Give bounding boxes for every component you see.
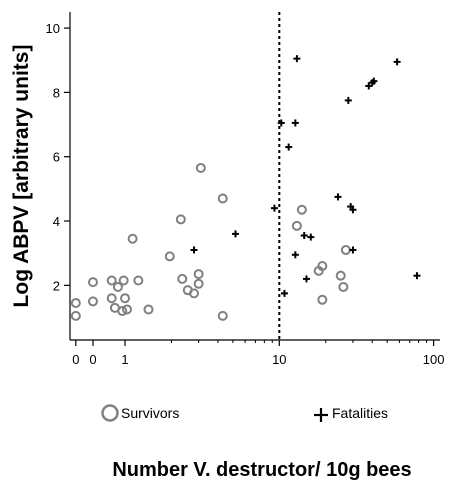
legend-survivors-label: Survivors [121, 405, 179, 421]
survivor-point [335, 270, 346, 281]
y-tick-label: 8 [53, 85, 60, 100]
survivor-point [296, 204, 307, 215]
y-axis-ticks: 2 4 6 8 10 [46, 21, 70, 293]
y-tick-label: 4 [53, 214, 60, 229]
survivor-point [121, 304, 132, 315]
fatality-point [393, 58, 401, 66]
fatality-point [293, 55, 301, 63]
survivor-point [117, 306, 128, 317]
survivor-point [120, 293, 131, 304]
fatality-point [302, 275, 310, 283]
y-tick-label: 10 [46, 21, 60, 36]
fatality-point [334, 193, 342, 201]
fatality-point [300, 231, 308, 239]
y-tick-label: 2 [53, 278, 60, 293]
fatality-point [277, 119, 285, 127]
legend-survivors-marker [101, 404, 119, 422]
survivor-point [127, 233, 138, 244]
survivor-point [193, 269, 204, 280]
survivor-point [291, 220, 302, 231]
fatality-point [285, 143, 293, 151]
fatality-point [291, 119, 299, 127]
data-points [70, 55, 421, 321]
x-zero-label: 0 [89, 352, 96, 367]
fatality-point [231, 230, 239, 238]
survivor-point [177, 273, 188, 284]
x-tick-label: 1 [121, 352, 128, 367]
fatality-point [280, 289, 288, 297]
fatality-point [291, 251, 299, 259]
fatality-point [413, 272, 421, 280]
x-tick-label: 100 [423, 352, 445, 367]
survivor-point [317, 261, 328, 272]
survivor-point [175, 214, 186, 225]
fatality-point [344, 96, 352, 104]
survivor-point [217, 193, 228, 204]
survivor-point [193, 278, 204, 289]
legend-fatalities-label: Fatalities [332, 405, 388, 421]
x-axis-label: Number V. destructor/ 10g bees [112, 459, 411, 481]
y-axis-label: Log ABPV [arbitrary units] [10, 45, 33, 308]
survivor-point [70, 310, 81, 321]
survivor-point [118, 275, 129, 286]
x-zero-label: 0 [72, 352, 79, 367]
survivor-point [189, 288, 200, 299]
legend: Survivors Fatalities [101, 404, 388, 422]
plot-area: 2 4 6 8 10 1 10 100 0 0 [46, 12, 444, 367]
survivor-point [338, 281, 349, 292]
survivor-point [164, 251, 175, 262]
survivor-point [217, 310, 228, 321]
x-tick-label: 10 [272, 352, 286, 367]
legend-item-fatalities: Fatalities [314, 405, 388, 422]
survivor-point [70, 298, 81, 309]
survivor-point [87, 296, 98, 307]
fatality-point [349, 246, 357, 254]
fatality-point [190, 246, 198, 254]
legend-fatalities-marker [314, 408, 328, 422]
survivor-point [317, 294, 328, 305]
survivor-point [106, 275, 117, 286]
fatality-point [270, 204, 278, 212]
survivor-point [112, 281, 123, 292]
fatality-point [370, 77, 378, 85]
survivor-point [195, 162, 206, 173]
legend-item-survivors: Survivors [101, 404, 179, 422]
survivor-point [87, 277, 98, 288]
survivor-point [143, 304, 154, 315]
x-axis-ticks: 1 10 100 0 0 [72, 340, 444, 367]
survivor-point [106, 293, 117, 304]
survivor-point [133, 275, 144, 286]
fatality-point [349, 206, 357, 214]
y-tick-label: 6 [53, 150, 60, 165]
fatality-point [307, 233, 315, 241]
survivor-point [340, 244, 351, 255]
